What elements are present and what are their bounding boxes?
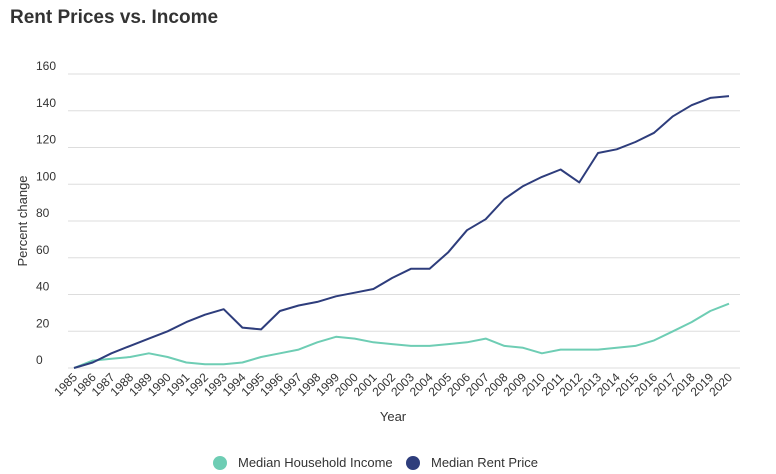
- legend-label-rent: Median Rent Price: [431, 455, 538, 470]
- y-tick-label: 60: [36, 243, 50, 257]
- y-axis-ticks: 0 20 40 60 80 100 120 140 160: [36, 59, 56, 367]
- legend-label-income: Median Household Income: [238, 455, 393, 470]
- x-axis-ticks: 1985198619871988198919901991199219931994…: [51, 370, 735, 399]
- series-line-income: [73, 302, 730, 369]
- x-axis-label: Year: [380, 409, 407, 424]
- y-tick-label: 120: [36, 133, 56, 147]
- legend-swatch-income: [213, 456, 227, 470]
- x-tick-label: 2020: [706, 370, 735, 399]
- y-tick-label: 140: [36, 96, 56, 110]
- y-tick-label: 20: [36, 316, 50, 330]
- y-tick-label: 80: [36, 206, 50, 220]
- y-tick-label: 40: [36, 280, 50, 294]
- series-line-rent: [73, 95, 730, 369]
- y-tick-label: 0: [36, 353, 43, 367]
- gridlines: [68, 73, 740, 369]
- y-tick-label: 100: [36, 169, 56, 183]
- legend-swatch-rent: [406, 456, 420, 470]
- legend: Median Household Income Median Rent Pric…: [213, 455, 538, 470]
- y-tick-label: 160: [36, 59, 56, 73]
- data-series: [73, 95, 730, 369]
- y-axis-label: Percent change: [15, 175, 30, 266]
- chart-title: Rent Prices vs. Income: [10, 7, 218, 28]
